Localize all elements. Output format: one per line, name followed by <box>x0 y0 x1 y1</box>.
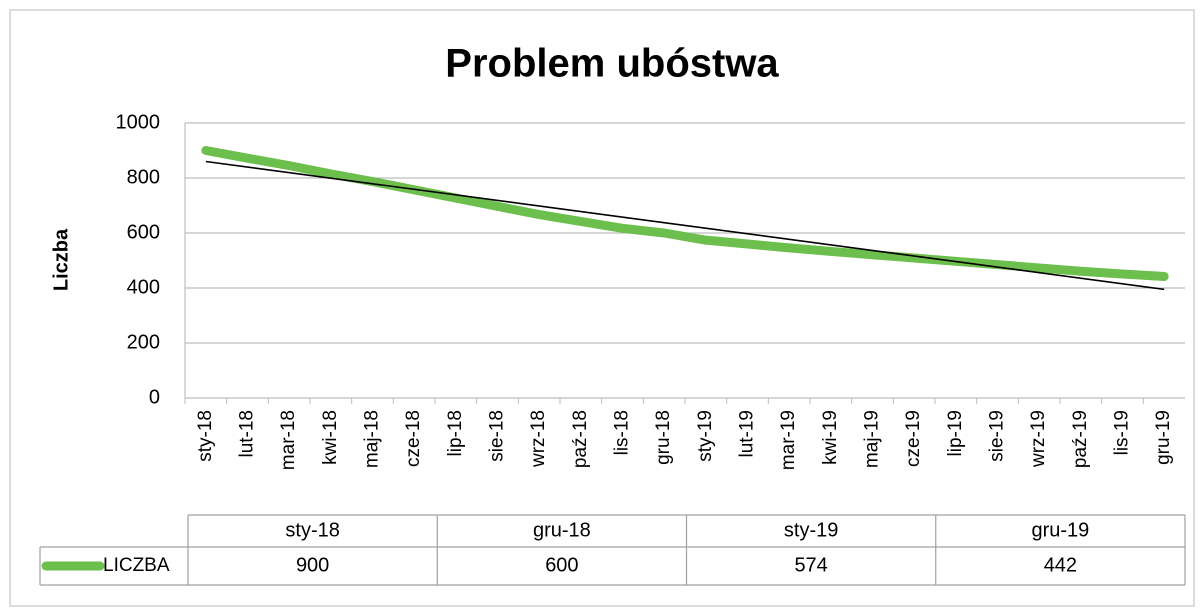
trend-line <box>205 160 1165 291</box>
x-tick-label: lip-18 <box>445 410 466 456</box>
x-tick-label: maj-18 <box>362 410 383 468</box>
x-tick-label: mar-18 <box>278 410 299 470</box>
x-tick-label: maj-19 <box>862 410 883 468</box>
x-tick-label: sty-19 <box>695 410 716 462</box>
y-tick-label: 400 <box>127 276 160 298</box>
table-value: 600 <box>545 554 578 576</box>
x-tick-label: gru-18 <box>653 410 674 465</box>
chart-border <box>9 9 1195 607</box>
x-tick-label: lis-19 <box>1112 410 1133 455</box>
legend-label: LICZBA <box>103 555 170 576</box>
table-header: gru-19 <box>1031 519 1089 541</box>
x-tick-label: lut-19 <box>737 410 758 458</box>
table-header: sty-19 <box>784 519 838 541</box>
y-tick-label: 0 <box>149 386 160 408</box>
x-tick-label: cze-18 <box>403 410 424 467</box>
x-tick-label: kwi-19 <box>820 410 841 465</box>
y-axis-label: Liczba <box>50 228 72 291</box>
y-tick-label: 600 <box>127 221 160 243</box>
y-tick-label: 1000 <box>116 111 161 133</box>
table-header: sty-18 <box>285 519 339 541</box>
x-tick-label: lip-19 <box>945 410 966 456</box>
x-tick-label: sie-18 <box>487 410 508 462</box>
table-header: gru-18 <box>533 519 591 541</box>
x-tick-label: cze-19 <box>903 410 924 467</box>
table-value: 442 <box>1044 554 1077 576</box>
chart-title: Problem ubóstwa <box>445 42 779 86</box>
x-tick-label: sie-19 <box>987 410 1008 462</box>
x-tick-label: gru-19 <box>1153 410 1174 465</box>
x-tick-label: wrz-18 <box>528 410 549 468</box>
x-tick-label: wrz-19 <box>1028 410 1049 468</box>
x-tick-label: paź-19 <box>1070 410 1091 468</box>
y-tick-label: 800 <box>127 166 160 188</box>
x-tick-label: kwi-18 <box>320 410 341 465</box>
x-tick-label: lut-18 <box>237 410 258 458</box>
x-tick-label: lis-18 <box>612 410 633 455</box>
y-tick-label: 200 <box>127 331 160 353</box>
x-tick-label: mar-19 <box>778 410 799 470</box>
x-tick-label: sty-18 <box>195 410 216 462</box>
x-tick-label: paź-18 <box>570 410 591 468</box>
series-line <box>201 146 1169 281</box>
table-value: 900 <box>296 554 329 576</box>
table-value: 574 <box>794 554 827 576</box>
